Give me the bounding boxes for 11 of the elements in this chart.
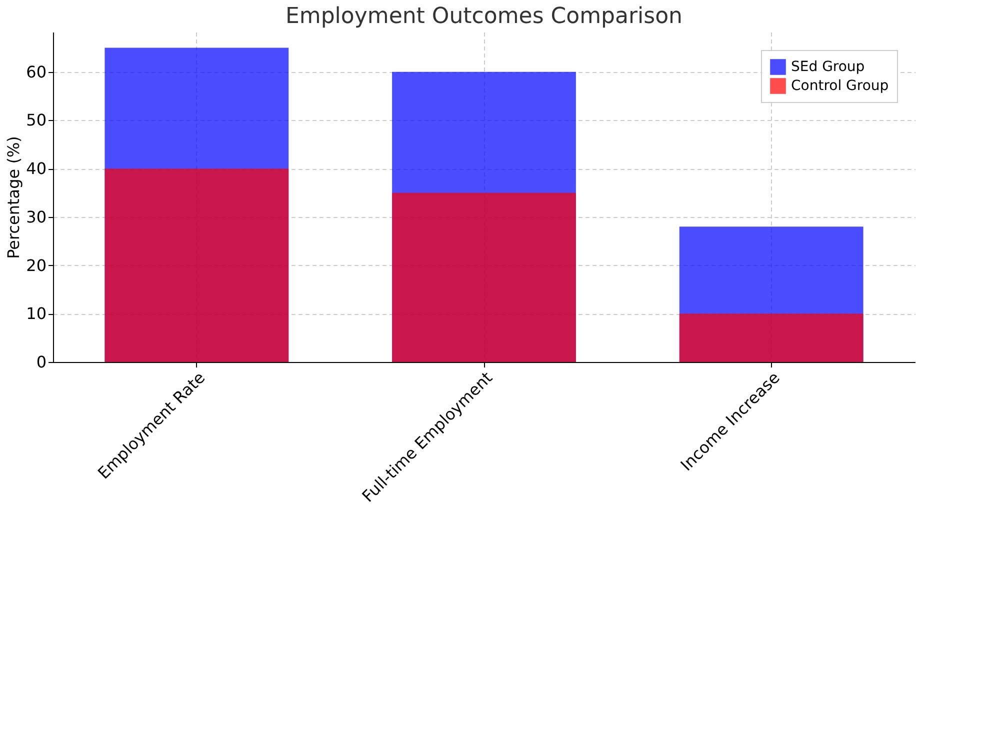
y-tick-label: 10: [26, 304, 46, 324]
legend-label: SEd Group: [791, 59, 865, 75]
legend-label: Control Group: [791, 78, 889, 94]
y-tick-label: 50: [26, 110, 46, 130]
y-tick-label: 0: [36, 352, 46, 372]
y-tick-label: 20: [26, 256, 46, 275]
y-tick-label: 40: [26, 159, 46, 178]
y-tick-label: 60: [26, 62, 46, 82]
chart-title: Employment Outcomes Comparison: [286, 4, 682, 29]
y-axis-title: Percentage (%): [4, 136, 24, 259]
y-tick-label: 30: [26, 207, 46, 226]
